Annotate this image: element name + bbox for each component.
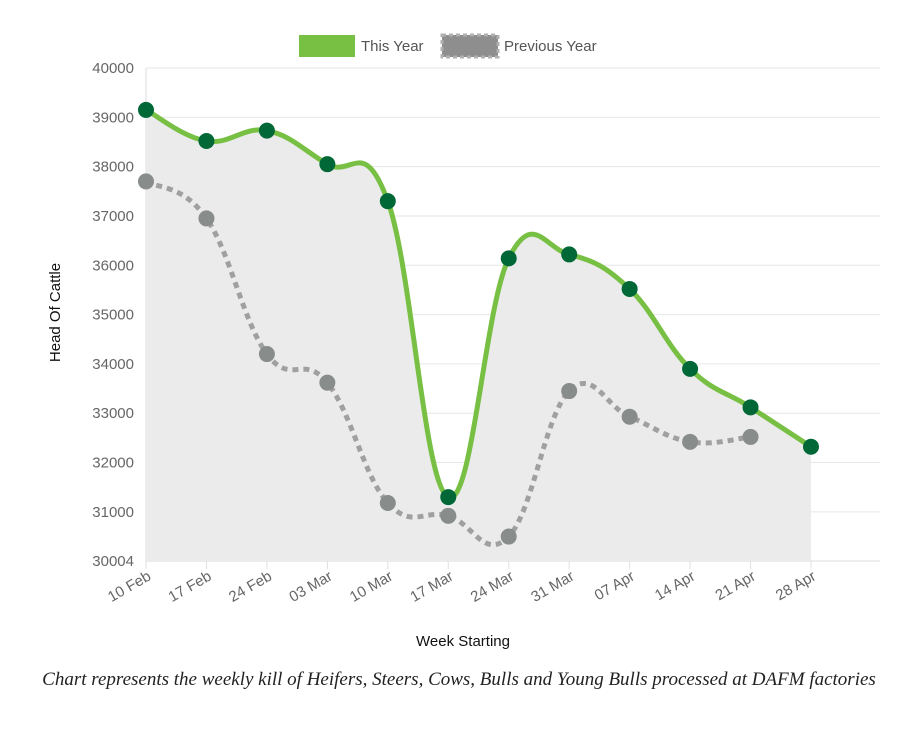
data-point-previous-year: [440, 507, 457, 524]
y-tick-label: 38000: [92, 159, 134, 176]
series-line-this-year: [144, 107, 813, 500]
data-point-previous-year: [621, 408, 638, 425]
data-point-this-year: [319, 156, 336, 173]
y-tick-label: 33000: [92, 405, 134, 422]
x-tick-label: 03 Mar: [286, 568, 335, 606]
legend-label-this-year: This Year: [361, 38, 424, 55]
y-tick-label: 31000: [92, 504, 134, 521]
x-tick-label: 31 Mar: [528, 568, 577, 606]
data-point-previous-year: [258, 346, 275, 363]
y-tick-label: 35000: [92, 307, 134, 324]
legend-swatch-previous-year: [440, 33, 500, 59]
x-tick-label: 10 Feb: [105, 568, 154, 606]
data-point-this-year: [379, 193, 396, 210]
data-point-previous-year: [138, 173, 154, 190]
data-point-this-year: [138, 101, 154, 118]
y-tick-label: 37000: [92, 208, 134, 225]
x-tick-label: 24 Mar: [468, 568, 517, 606]
y-tick-label: 30004: [92, 553, 134, 570]
data-point-this-year: [561, 246, 578, 263]
y-axis-title: Head Of Cattle: [47, 263, 64, 362]
x-tick-label: 21 Apr: [712, 568, 758, 604]
data-point-previous-year: [561, 383, 578, 400]
x-tick-label: 07 Apr: [592, 568, 638, 604]
data-point-this-year: [682, 360, 699, 377]
data-point-previous-year: [742, 428, 759, 445]
legend: This Year Previous Year: [299, 33, 597, 59]
data-point-previous-year: [682, 433, 699, 450]
x-tick-label: 17 Feb: [166, 568, 215, 606]
data-point-previous-year: [379, 495, 396, 511]
chart-caption: Chart represents the weekly kill of Heif…: [42, 669, 876, 690]
y-tick-label: 34000: [92, 356, 134, 373]
x-tick-label: 24 Feb: [226, 568, 275, 606]
data-point-this-year: [742, 399, 759, 416]
x-tick-label: 17 Mar: [407, 568, 456, 606]
data-point-this-year: [198, 132, 215, 149]
data-point-previous-year: [319, 374, 336, 391]
x-axis-title: Week Starting: [416, 633, 510, 650]
data-point-this-year: [621, 280, 638, 297]
data-point-previous-year: [198, 210, 215, 227]
y-tick-label: 36000: [92, 257, 134, 274]
y-tick-label: 39000: [92, 109, 134, 126]
x-tick-label: 28 Apr: [773, 568, 819, 604]
legend-label-previous-year: Previous Year: [504, 38, 597, 55]
data-point-this-year: [440, 489, 457, 506]
y-tick-label: 32000: [92, 455, 134, 472]
data-point-this-year: [500, 250, 517, 267]
y-tick-label: 40000: [92, 60, 134, 77]
x-tick-label: 14 Apr: [652, 568, 698, 604]
series-area-this-year: [146, 109, 811, 562]
line-chart: 40000 39000 38000 37000 36000 35000 34000 33000…: [47, 33, 880, 650]
data-point-this-year: [803, 438, 819, 455]
chart-svg: 40000 39000 38000 37000 36000 35000 34000 33000…: [47, 33, 880, 650]
data-point-previous-year: [500, 528, 517, 545]
x-tick-label: 10 Mar: [347, 568, 396, 606]
legend-swatch-this-year: [299, 35, 355, 57]
data-point-this-year: [258, 122, 275, 139]
